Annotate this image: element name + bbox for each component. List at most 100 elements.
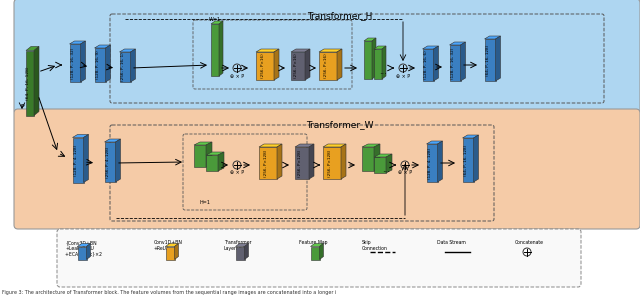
Polygon shape bbox=[244, 244, 248, 259]
Text: (128, P, 4, 128): (128, P, 4, 128) bbox=[74, 144, 78, 176]
Polygon shape bbox=[449, 42, 465, 45]
Polygon shape bbox=[495, 36, 500, 81]
Polygon shape bbox=[426, 141, 442, 144]
Polygon shape bbox=[277, 144, 282, 179]
Polygon shape bbox=[274, 49, 279, 80]
Polygon shape bbox=[115, 139, 120, 182]
Polygon shape bbox=[374, 49, 382, 79]
Polygon shape bbox=[362, 147, 374, 171]
Polygon shape bbox=[72, 135, 88, 138]
Polygon shape bbox=[422, 49, 433, 81]
Text: (256, P, 4, 128): (256, P, 4, 128) bbox=[106, 146, 110, 178]
Text: ⊕ × P: ⊕ × P bbox=[230, 171, 244, 175]
Polygon shape bbox=[319, 52, 337, 80]
Polygon shape bbox=[256, 49, 279, 52]
Polygon shape bbox=[194, 142, 212, 145]
Polygon shape bbox=[382, 46, 386, 79]
Text: (128, P, 16, 6): (128, P, 16, 6) bbox=[424, 51, 428, 79]
Polygon shape bbox=[166, 247, 175, 259]
Polygon shape bbox=[374, 157, 386, 173]
Polygon shape bbox=[374, 154, 392, 157]
Polygon shape bbox=[374, 144, 380, 171]
Polygon shape bbox=[256, 52, 274, 80]
Polygon shape bbox=[81, 41, 86, 82]
FancyBboxPatch shape bbox=[14, 0, 640, 114]
Polygon shape bbox=[310, 247, 319, 259]
Polygon shape bbox=[484, 39, 495, 81]
Polygon shape bbox=[422, 46, 438, 49]
Polygon shape bbox=[463, 135, 479, 138]
Polygon shape bbox=[26, 51, 34, 115]
Text: Skip
Connection: Skip Connection bbox=[362, 240, 388, 251]
Text: (128, P, 16, 32): (128, P, 16, 32) bbox=[71, 47, 75, 79]
Polygon shape bbox=[166, 244, 179, 247]
Text: H=1: H=1 bbox=[200, 200, 211, 205]
Polygon shape bbox=[206, 142, 212, 167]
Polygon shape bbox=[319, 49, 342, 52]
Polygon shape bbox=[364, 41, 372, 79]
Polygon shape bbox=[295, 147, 309, 179]
Text: Figure 3: The architecture of Transformer block. The feature volumes from the se: Figure 3: The architecture of Transforme… bbox=[2, 290, 337, 295]
Text: (256, P, 16, 1): (256, P, 16, 1) bbox=[121, 53, 125, 82]
Polygon shape bbox=[206, 155, 218, 171]
Polygon shape bbox=[295, 144, 314, 147]
Polygon shape bbox=[104, 142, 115, 182]
Text: (64, P, 16, 128): (64, P, 16, 128) bbox=[26, 66, 30, 100]
Polygon shape bbox=[236, 247, 244, 259]
Polygon shape bbox=[70, 44, 81, 82]
Text: (64, P, 16, 128): (64, P, 16, 128) bbox=[486, 44, 490, 76]
Text: ⊕ × P: ⊕ × P bbox=[230, 74, 244, 78]
Polygon shape bbox=[372, 38, 376, 79]
Polygon shape bbox=[259, 147, 277, 179]
Text: (128, P, 16, 9): (128, P, 16, 9) bbox=[96, 51, 100, 79]
Polygon shape bbox=[211, 21, 223, 24]
Text: ...: ... bbox=[379, 68, 387, 76]
Text: Transformer_H: Transformer_H bbox=[307, 11, 372, 20]
Polygon shape bbox=[323, 147, 341, 179]
FancyBboxPatch shape bbox=[57, 229, 581, 287]
Text: P: P bbox=[20, 105, 24, 109]
Polygon shape bbox=[34, 46, 39, 115]
Polygon shape bbox=[120, 52, 131, 82]
Polygon shape bbox=[194, 145, 206, 167]
Polygon shape bbox=[463, 138, 474, 182]
Text: Data Stream: Data Stream bbox=[437, 240, 466, 245]
Polygon shape bbox=[206, 152, 224, 155]
Polygon shape bbox=[104, 139, 120, 142]
Polygon shape bbox=[259, 144, 282, 147]
Polygon shape bbox=[211, 24, 219, 76]
Polygon shape bbox=[120, 49, 136, 52]
FancyBboxPatch shape bbox=[14, 109, 640, 229]
Polygon shape bbox=[291, 52, 305, 80]
Text: Feature Map: Feature Map bbox=[299, 240, 328, 245]
Polygon shape bbox=[386, 154, 392, 173]
Text: ⊕ × P: ⊕ × P bbox=[396, 74, 410, 78]
Text: {Conv3D+BN
+LeakyReLU
+ECA Block}×2: {Conv3D+BN +LeakyReLU +ECA Block}×2 bbox=[65, 240, 102, 257]
Polygon shape bbox=[323, 144, 346, 147]
Polygon shape bbox=[374, 46, 386, 49]
Text: Transformer
Layers=4: Transformer Layers=4 bbox=[224, 240, 252, 251]
Text: (128, P, 4, 128): (128, P, 4, 128) bbox=[428, 147, 432, 179]
Polygon shape bbox=[449, 45, 461, 81]
Polygon shape bbox=[305, 49, 310, 80]
Polygon shape bbox=[461, 42, 465, 81]
Polygon shape bbox=[337, 49, 342, 80]
Text: (128, P, 16, 32): (128, P, 16, 32) bbox=[451, 47, 455, 79]
Text: (256, P×128): (256, P×128) bbox=[328, 149, 332, 177]
Polygon shape bbox=[77, 244, 90, 247]
Text: Conv1D+BN
+ReLU: Conv1D+BN +ReLU bbox=[154, 240, 183, 251]
Text: (256, P×128): (256, P×128) bbox=[264, 149, 268, 177]
Text: (64, P, 16, 128): (64, P, 16, 128) bbox=[464, 144, 468, 176]
Polygon shape bbox=[364, 38, 376, 41]
Text: Concatenate: Concatenate bbox=[515, 240, 544, 245]
Polygon shape bbox=[433, 46, 438, 81]
Polygon shape bbox=[175, 244, 179, 259]
Polygon shape bbox=[86, 244, 90, 259]
Text: Transformer_W: Transformer_W bbox=[307, 120, 374, 129]
Text: ...: ... bbox=[382, 165, 390, 175]
Text: ⊕ × P: ⊕ × P bbox=[398, 171, 412, 175]
Polygon shape bbox=[484, 36, 500, 39]
Polygon shape bbox=[106, 45, 111, 82]
Polygon shape bbox=[426, 144, 438, 182]
Polygon shape bbox=[291, 49, 310, 52]
